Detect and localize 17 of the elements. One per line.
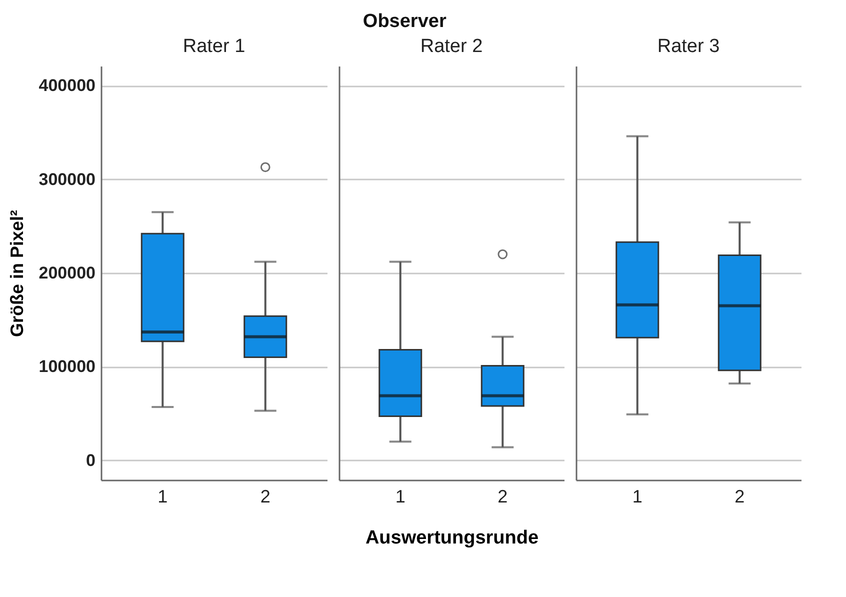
- y-axis-title: Größe in Pixel²: [6, 210, 27, 338]
- text: Observer: [362, 11, 447, 32]
- y-tick-label: 400000: [38, 76, 96, 96]
- y-tick-label: 300000: [38, 170, 96, 189]
- x-axis-title: Auswertungsrunde: [365, 528, 539, 548]
- chart-title: Rater 1: [182, 36, 246, 57]
- x-tick-label: 2: [260, 486, 270, 506]
- x-tick-label: 1: [395, 486, 406, 506]
- chart-title: Rater 2: [420, 36, 483, 57]
- x-tick-label: 2: [734, 486, 745, 506]
- y-tick-label: 200000: [38, 264, 96, 282]
- chart-title: Rater 3: [657, 36, 720, 57]
- x-tick-label: 2: [498, 486, 508, 506]
- y-tick-label: 0: [86, 450, 96, 470]
- x-tick-label: 1: [158, 486, 168, 506]
- y-tick-label: 100000: [38, 357, 96, 376]
- x-tick-label: 1: [632, 486, 642, 506]
